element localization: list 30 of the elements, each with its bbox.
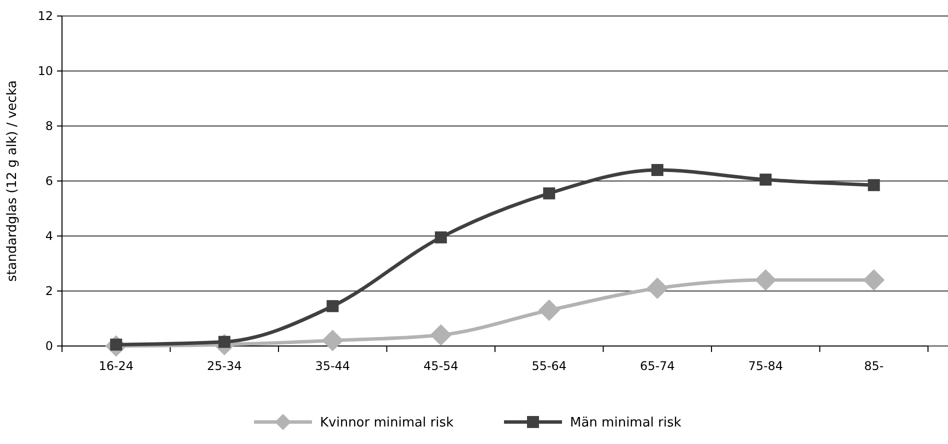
point bbox=[326, 300, 339, 312]
x-tick-label: 75-84 bbox=[748, 359, 784, 373]
x-tick-label: 35-44 bbox=[315, 359, 350, 373]
point bbox=[434, 231, 447, 244]
point bbox=[646, 277, 668, 300]
y-tick-label: 0 bbox=[45, 339, 53, 354]
y-tick-label: 2 bbox=[45, 284, 53, 298]
point bbox=[430, 324, 452, 346]
legend-label: Män minimal risk bbox=[570, 416, 682, 431]
x-tick-label: 65-74 bbox=[640, 359, 675, 373]
legend-label: Kvinnor minimal risk bbox=[320, 416, 454, 431]
y-tick-label: 6 bbox=[45, 174, 53, 188]
point bbox=[760, 174, 772, 186]
y-tick-label: 4 bbox=[45, 229, 53, 244]
x-tick-label: 45-54 bbox=[423, 359, 458, 373]
point bbox=[868, 179, 880, 192]
point bbox=[863, 269, 885, 291]
x-tick-label: 16-24 bbox=[98, 359, 134, 373]
x-tick-label: 85- bbox=[864, 359, 884, 373]
y-tick-label: 12 bbox=[38, 9, 53, 24]
x-tick-label: 55-64 bbox=[532, 359, 567, 373]
y-tick-label: 10 bbox=[38, 64, 53, 78]
y-tick-label: 8 bbox=[45, 119, 53, 134]
point bbox=[322, 330, 344, 352]
point bbox=[754, 269, 776, 291]
x-tick-label: 25-34 bbox=[206, 359, 242, 373]
point bbox=[538, 299, 560, 322]
y-axis-title: standardglas (12 g alk) / vecka bbox=[5, 80, 20, 282]
point bbox=[651, 164, 664, 176]
point bbox=[543, 187, 556, 200]
